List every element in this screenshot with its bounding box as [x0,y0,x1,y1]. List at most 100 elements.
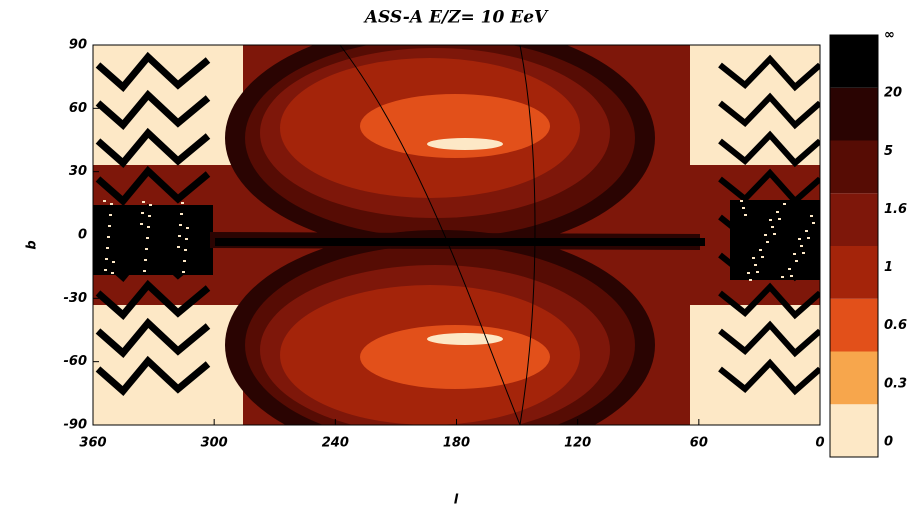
speckle [105,258,108,260]
region [93,305,243,425]
speckle [141,212,144,214]
filament [95,279,211,321]
contour-line [519,45,536,425]
colorbar-band [830,87,878,141]
speckle [149,204,152,206]
colorbar-label: 0.3 [884,376,907,391]
filament [718,168,820,206]
speckle [180,213,183,215]
speckle [754,264,757,266]
colorbar-label: 1.6 [884,202,907,217]
filament [95,127,211,169]
chart-title: ASS-A E/Z= 10 EeV [363,8,549,28]
region [93,45,243,165]
colorbar-band [830,193,878,246]
filament [95,241,211,283]
filament [718,92,820,130]
speckle [179,224,182,226]
speckle [106,247,109,249]
colorbar-band [830,351,878,405]
speckle [144,259,147,261]
x-axis-label: l [454,493,459,508]
speckle [148,215,151,217]
colorbar-label: 20 [884,86,902,101]
region [427,138,503,150]
filament [95,165,211,207]
speckle [807,237,810,239]
speckle [761,256,764,258]
speckle [109,214,112,216]
speckle [752,257,755,259]
speckle [788,268,791,270]
speckle [182,271,185,273]
speckle [749,279,752,281]
speckle [108,225,111,227]
speckle [783,203,786,205]
x-tick-label: 60 [690,436,708,451]
speckle [184,249,187,251]
speckle [185,238,188,240]
speckle [140,223,143,225]
speckle [110,203,113,205]
speckle [178,235,181,237]
speckle [776,211,779,213]
y-tick-label: 30 [69,164,87,179]
speckle [805,230,808,232]
speckle [107,236,110,238]
region [690,305,820,425]
colorbar-label: 1 [884,260,893,275]
x-tick-label: 300 [201,436,228,451]
x-tick-label: 120 [564,436,591,451]
speckle [812,222,815,224]
y-axis-label: b [25,240,40,249]
speckle [810,215,813,217]
speckle [177,246,180,248]
colorbar-label: 0 [884,435,893,450]
speckle [103,200,106,202]
speckle [142,201,145,203]
contour-field [93,45,820,425]
speckle [793,253,796,255]
speckle [147,226,150,228]
filament [95,317,211,359]
colorbar-label: 0.6 [884,318,907,333]
filament [718,206,820,244]
speckle [766,241,769,243]
colorbar-label: 5 [884,144,893,159]
region [360,325,550,389]
speckle [181,202,184,204]
speckle [186,227,189,229]
region [427,333,503,345]
speckle [146,237,149,239]
region [690,45,820,165]
y-tick-label: 0 [78,228,87,243]
speckle [795,260,798,262]
y-tick-label: 90 [69,38,87,53]
filament [718,130,820,168]
speckle [773,233,776,235]
x-tick-label: 240 [322,436,349,451]
y-tick-label: -60 [64,354,88,369]
speckle [759,249,762,251]
speckle [112,261,115,263]
region [215,238,705,246]
speckle [756,271,759,273]
y-tick-label: 60 [69,101,87,116]
speckle [111,272,114,274]
x-tick-label: 180 [443,436,470,451]
field [93,45,820,425]
colorbar-band [830,246,878,299]
colorbar-frame [829,34,879,458]
speckle [771,226,774,228]
contour-line [339,45,521,425]
filament [95,89,211,131]
filament [95,355,211,397]
filament [718,282,820,320]
speckle [104,269,107,271]
x-tick-label: 0 [815,436,824,451]
filament [718,320,820,358]
speckle [764,234,767,236]
colorbar-band [830,298,878,352]
speckle [145,248,148,250]
